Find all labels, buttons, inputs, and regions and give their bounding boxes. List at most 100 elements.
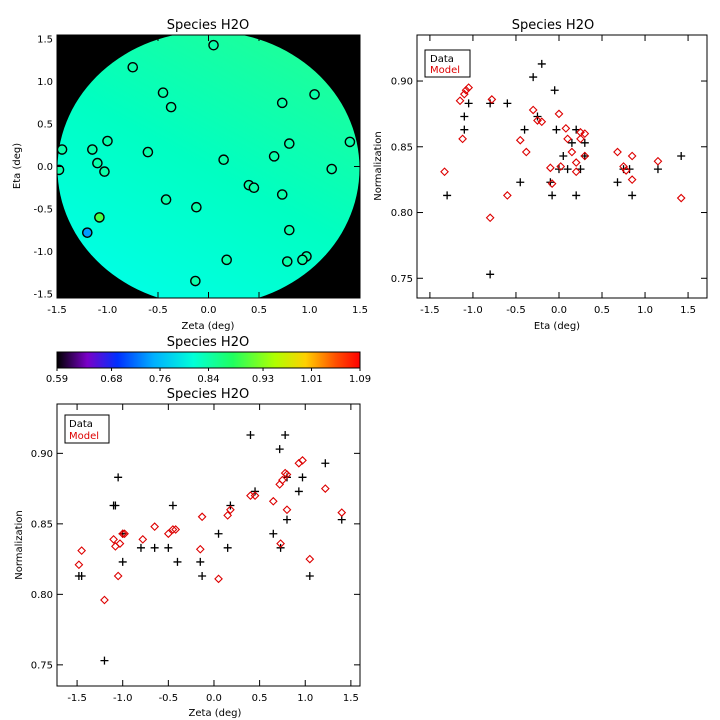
zeta-data-point xyxy=(246,431,255,440)
zeta-model-point xyxy=(282,505,292,515)
eta-y-tick-label: 0.90 xyxy=(391,77,413,88)
map-y-tick-label: -1.0 xyxy=(33,247,53,258)
zeta-x-tick-label: 0.5 xyxy=(252,693,268,704)
zeta-model-point xyxy=(100,595,109,605)
zeta-model-point xyxy=(250,491,260,501)
eta-data-point xyxy=(443,191,452,200)
eta-model-point xyxy=(455,96,465,106)
eta-model-point xyxy=(621,166,631,175)
eta-model-point xyxy=(627,175,637,185)
zeta-x-tick-label: -1.5 xyxy=(67,693,87,704)
map-point xyxy=(208,39,219,51)
zeta-data-point xyxy=(269,529,278,538)
zeta-data-point xyxy=(294,487,303,496)
map-point xyxy=(268,151,280,162)
map-point xyxy=(326,163,338,175)
zeta-model-point xyxy=(171,525,181,534)
map-point xyxy=(281,256,293,267)
map-point xyxy=(276,97,288,109)
eta-data-point xyxy=(567,138,576,147)
zeta-panel: Species H2O -1.5 -1.0 -0.5 0.0 0.5 1.0 1.5 0.75… xyxy=(14,387,361,719)
zeta-model-point xyxy=(77,546,87,556)
eta-model-point xyxy=(567,147,577,157)
zeta-model-point xyxy=(109,534,118,544)
zeta-model-point xyxy=(276,539,285,548)
zeta-data-point xyxy=(118,529,127,538)
map-point xyxy=(218,154,229,166)
eta-model-point xyxy=(440,167,449,177)
eta-data-point xyxy=(613,178,622,187)
zeta-y-label: Normalization xyxy=(14,510,25,580)
zeta-data-point xyxy=(136,543,145,552)
eta-model-point xyxy=(627,151,637,161)
eta-legend-box xyxy=(424,49,471,78)
eta-model-point xyxy=(521,147,531,157)
eta-data-point xyxy=(677,151,686,160)
map-point xyxy=(283,138,295,149)
eta-data-point xyxy=(460,112,469,121)
map-x-tick-label: -1.5 xyxy=(47,305,67,316)
map-point xyxy=(221,254,232,266)
zeta-model-point xyxy=(120,529,129,539)
map-x-tick-label: -0.5 xyxy=(148,305,168,316)
zeta-x-tick-label: -0.5 xyxy=(159,693,179,704)
eta-model-point xyxy=(561,123,571,133)
map-point xyxy=(157,87,169,98)
zeta-model-point xyxy=(223,511,233,520)
zeta-title: Species H2O xyxy=(167,387,249,402)
zeta-model-point xyxy=(246,491,255,501)
eta-data-point xyxy=(460,125,469,134)
map-panel: Species H2O -1.5 -1.0 -0.5 0.0 0.5 1.0 1.5 -1.5… xyxy=(12,18,368,332)
zeta-y-tick-label: 0.75 xyxy=(31,660,53,671)
map-point xyxy=(344,136,356,148)
eta-legend-model: Model xyxy=(430,65,460,76)
zeta-model-point xyxy=(163,529,173,539)
eta-x-tick-label: 0.5 xyxy=(594,305,610,316)
map-y-tick-label: -0.5 xyxy=(33,204,53,215)
eta-model-point xyxy=(554,109,564,119)
map-x-tick-label: 1.5 xyxy=(352,305,368,316)
eta-data-point xyxy=(548,191,557,200)
zeta-model-point xyxy=(305,554,315,564)
eta-y-tick-label: 0.80 xyxy=(391,208,413,219)
eta-model-point xyxy=(464,83,474,92)
colorbar-gradient xyxy=(56,351,361,369)
map-point xyxy=(57,144,68,155)
map-point xyxy=(57,164,65,176)
eta-model-point xyxy=(485,213,495,223)
map-point xyxy=(191,201,202,213)
eta-data-point xyxy=(520,125,529,134)
zeta-model-point xyxy=(168,525,178,534)
eta-x-tick-label: 1.0 xyxy=(637,305,653,316)
zeta-model-point xyxy=(138,534,148,544)
eta-data-point xyxy=(580,151,589,160)
map-point xyxy=(190,275,201,287)
eta-data-point xyxy=(516,178,525,187)
zeta-data-point xyxy=(77,572,86,581)
eta-model-point xyxy=(576,134,585,144)
map-x-tick-label: 1.0 xyxy=(302,305,318,316)
eta-data-point xyxy=(625,165,634,174)
zeta-model-point xyxy=(74,560,84,570)
map-y-tick-label: 0.0 xyxy=(37,162,53,173)
zeta-data-point xyxy=(198,572,207,581)
eta-model-point xyxy=(533,116,542,125)
eta-model-point xyxy=(487,95,497,104)
map-point xyxy=(142,146,154,158)
map-x-tick-label: 0.5 xyxy=(251,305,267,316)
eta-model-point xyxy=(563,134,572,144)
zeta-x-tick-label: 1.0 xyxy=(297,693,313,704)
eta-model-point xyxy=(515,135,525,145)
eta-model-point xyxy=(458,134,467,144)
colorbar-tick-label: 0.68 xyxy=(100,374,122,385)
eta-y-tick-label: 0.85 xyxy=(391,142,413,153)
eta-model-point xyxy=(461,85,471,95)
colorbar-title: Species H2O xyxy=(167,335,249,350)
map-x-tick-label: 0.0 xyxy=(201,305,217,316)
zeta-model-point xyxy=(115,539,125,548)
map-point xyxy=(127,61,139,73)
colorbar-tick-label: 0.76 xyxy=(149,374,171,385)
zeta-model-point xyxy=(118,529,128,539)
zeta-y-tick-label: 0.80 xyxy=(31,590,53,601)
